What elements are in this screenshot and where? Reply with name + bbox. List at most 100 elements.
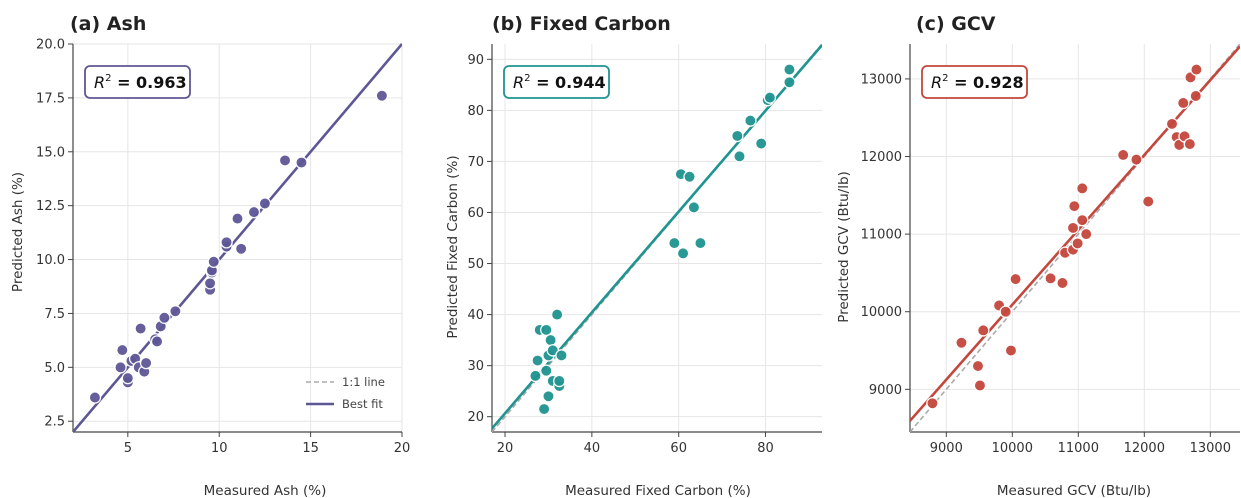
x-tick-label: 13000: [1190, 441, 1231, 456]
x-axis-label: Measured Fixed Carbon (%): [565, 483, 751, 498]
x-tick-label: 20: [497, 441, 514, 456]
data-point: [1142, 195, 1155, 208]
data-point: [116, 343, 129, 357]
data-point: [1071, 237, 1084, 250]
plot-area: [487, 44, 822, 437]
data-point: [247, 205, 261, 219]
data-point: [540, 364, 553, 377]
y-tick-label: 60: [467, 206, 484, 221]
data-point: [744, 114, 757, 127]
x-tick-label: 10000: [992, 441, 1033, 456]
data-point: [231, 212, 244, 225]
data-point: [220, 236, 233, 249]
y-tick-label: 2.5: [44, 415, 65, 430]
x-tick-label: 5: [124, 441, 132, 456]
plot-area: [905, 44, 1240, 437]
x-axis-label: Measured Ash (%): [204, 483, 327, 498]
y-tick-label: 50: [467, 257, 484, 272]
y-tick-label: 70: [467, 155, 484, 170]
y-tick-label: 7.5: [44, 307, 65, 322]
y-axis-label: Predicted Ash (%): [10, 172, 26, 292]
r2-annotation: R2 = 0.963: [94, 73, 187, 92]
data-point: [1189, 89, 1203, 103]
r2-superscript: 2: [524, 73, 530, 84]
y-tick-label: 90: [467, 53, 484, 68]
data-point: [1176, 96, 1190, 110]
data-point: [278, 154, 292, 167]
x-tick-label: 12000: [1124, 441, 1165, 456]
x-tick-label: 15: [302, 441, 319, 456]
y-tick-label: 12000: [861, 150, 902, 165]
r2-superscript: 2: [105, 73, 111, 84]
r2-box: [921, 65, 1028, 99]
data-point: [134, 322, 147, 335]
data-point: [1165, 117, 1179, 131]
data-point: [114, 361, 127, 374]
x-tick-label: 9000: [930, 441, 963, 456]
y-tick-label: 13000: [861, 72, 902, 87]
y-axis-label: Predicted Fixed Carbon (%): [445, 155, 461, 338]
x-tick-label: 40: [584, 441, 601, 456]
panel-ash: (a) Ash Measured Ash (%) Predicted Ash (…: [10, 13, 410, 498]
x-tick-label: 20: [394, 441, 411, 456]
data-point: [169, 305, 182, 318]
data-point: [971, 359, 985, 373]
data-point: [1044, 272, 1057, 285]
y-tick-label: 20: [467, 410, 484, 425]
data-point: [258, 197, 272, 210]
data-point: [731, 129, 744, 143]
data-point: [207, 255, 220, 268]
data-point: [1004, 344, 1018, 357]
y-tick-label: 80: [467, 104, 484, 119]
x-tick-label: 11000: [1058, 441, 1099, 456]
r2-annotation: R2 = 0.944: [513, 73, 606, 92]
data-point: [540, 323, 553, 337]
legend-fit-label: Best fit: [342, 397, 383, 411]
data-point: [139, 356, 153, 370]
data-point: [783, 76, 796, 89]
data-point: [555, 349, 568, 362]
data-point: [733, 150, 746, 163]
y-tick-label: 30: [467, 359, 484, 374]
x-tick-label: 10: [211, 441, 228, 456]
y-tick-label: 11000: [861, 228, 902, 243]
y-tick-label: 5.0: [44, 361, 65, 376]
r2-value: = 0.928: [949, 73, 1024, 92]
data-point: [683, 170, 696, 183]
data-point: [550, 308, 564, 321]
data-point: [973, 379, 987, 392]
data-point: [763, 91, 777, 104]
data-point: [537, 402, 551, 416]
y-tick-label: 10000: [861, 305, 902, 320]
r2-annotation: R2 = 0.928: [931, 73, 1024, 92]
panel-title: (b) Fixed Carbon: [492, 13, 671, 35]
r2-symbol: R: [931, 73, 942, 92]
data-point: [783, 63, 796, 76]
data-point: [1116, 148, 1130, 162]
r2-superscript: 2: [942, 73, 948, 84]
panel-fixed-carbon: (b) Fixed Carbon Measured Fixed Carbon (…: [445, 13, 822, 498]
data-point: [1183, 137, 1197, 151]
data-point: [1076, 213, 1089, 227]
r2-box: [503, 65, 610, 99]
data-point: [542, 390, 555, 403]
panel-title: (c) GCV: [916, 13, 996, 35]
data-point: [1068, 199, 1081, 213]
data-point: [977, 324, 990, 337]
data-point: [158, 311, 171, 325]
data-point: [234, 242, 248, 256]
panel-gcv: (c) GCV Measured GCV (Btu/lb) Predicted …: [836, 13, 1240, 498]
r2-box: [84, 65, 191, 99]
data-point: [544, 333, 557, 347]
x-axis-label: Measured GCV (Btu/lb): [997, 483, 1151, 498]
data-point: [121, 371, 135, 385]
data-point: [203, 277, 217, 290]
data-point: [1066, 221, 1080, 235]
data-point: [694, 236, 707, 250]
data-point: [1009, 272, 1022, 286]
data-point: [553, 374, 566, 388]
r2-symbol: R: [94, 73, 105, 92]
data-point: [88, 391, 102, 404]
y-tick-label: 15.0: [36, 145, 65, 160]
